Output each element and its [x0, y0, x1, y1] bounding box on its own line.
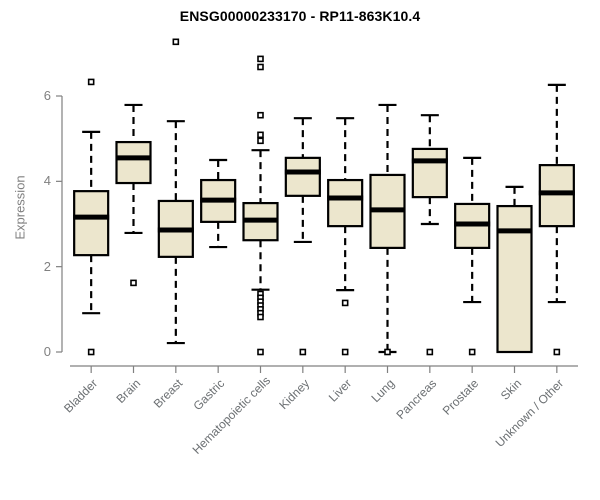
outlier-point: [130, 279, 137, 287]
outlier-point: [257, 313, 264, 321]
box-group: [496, 185, 533, 354]
box-group: [327, 117, 364, 356]
outlier-point: [341, 299, 349, 307]
y-tick-label: 4: [43, 173, 51, 189]
outlier-point: [87, 78, 95, 86]
outlier-point: [553, 348, 561, 356]
outlier-point: [257, 55, 264, 63]
y-tick-label: 6: [43, 88, 51, 103]
box-group: [369, 103, 406, 356]
outlier-point: [257, 131, 264, 139]
box-group: [454, 156, 491, 356]
outlier-point: [341, 348, 349, 356]
y-tick-label: 2: [43, 258, 51, 274]
outlier-point: [384, 348, 391, 356]
box-group: [115, 103, 152, 287]
outlier-point: [299, 348, 307, 356]
outlier-point: [257, 63, 264, 71]
box-group: [538, 83, 575, 356]
box-group: [284, 117, 321, 356]
outlier-point: [87, 348, 95, 356]
outlier-point: [257, 348, 264, 356]
box-group: [200, 158, 237, 249]
outlier-point: [468, 348, 476, 356]
y-tick-label: 0: [43, 344, 51, 359]
chart-title: ENSG00000233170 - RP11-863K10.4: [179, 8, 421, 24]
box-group: [157, 38, 194, 345]
outlier-point: [257, 111, 264, 119]
box-group: [73, 78, 110, 356]
outlier-point: [257, 137, 264, 145]
box-group: [242, 55, 279, 356]
box-group: [411, 114, 448, 356]
outlier-point: [426, 348, 434, 356]
outlier-point: [172, 38, 180, 46]
